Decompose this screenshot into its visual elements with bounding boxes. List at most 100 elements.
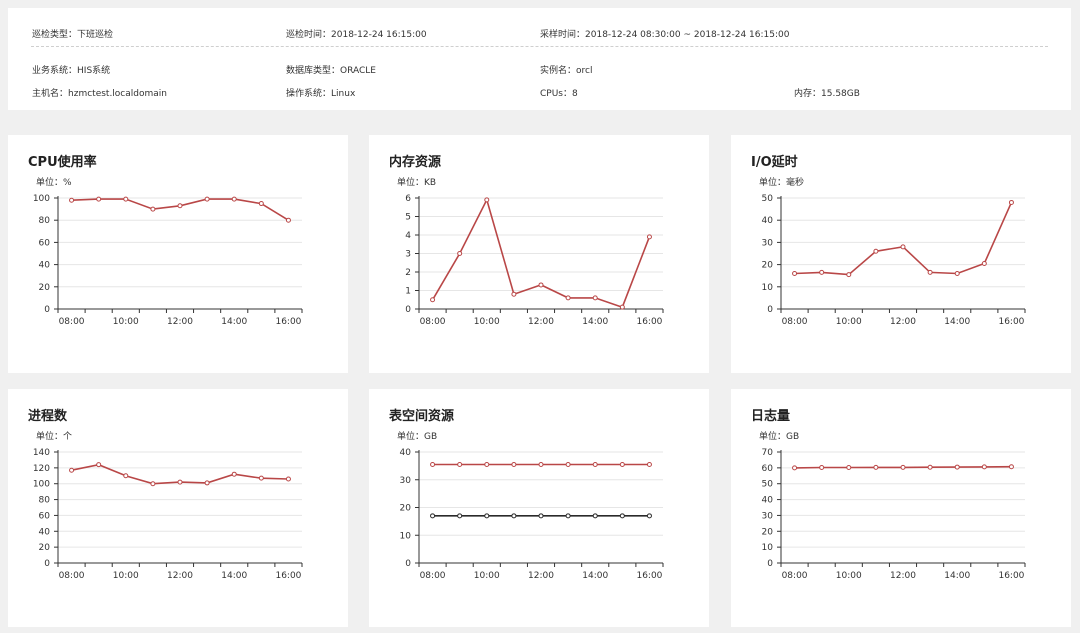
data-point <box>927 464 933 470</box>
y-tick-label: 10 <box>762 543 774 553</box>
x-tick-label: 10:00 <box>836 571 862 581</box>
chart-unit: 单位：KB <box>397 178 437 188</box>
data-point <box>900 244 906 250</box>
memory-size-label: 内存： <box>794 89 822 99</box>
data-point <box>981 464 987 470</box>
data-point <box>592 513 598 519</box>
y-tick-label: 60 <box>39 511 51 521</box>
x-tick-label: 14:00 <box>582 571 608 581</box>
y-tick-label: 5 <box>405 213 411 223</box>
data-point <box>69 467 75 473</box>
x-tick-label: 10:00 <box>474 317 500 327</box>
data-point <box>819 269 825 275</box>
inspection-type: 巡检类型：下班巡检 <box>32 27 113 40</box>
data-point <box>646 513 652 519</box>
chart-title: 进程数 <box>28 409 68 424</box>
instance-name-label: 实例名： <box>540 66 577 76</box>
data-point <box>457 513 463 519</box>
data-point <box>511 291 517 297</box>
y-tick-label: 0 <box>767 305 773 315</box>
inspection-type-label: 巡检类型： <box>32 30 78 40</box>
cpu-count-label: CPUs： <box>540 89 572 99</box>
y-tick-label: 0 <box>44 559 50 569</box>
y-tick-label: 50 <box>762 480 774 490</box>
x-tick-label: 12:00 <box>890 571 916 581</box>
data-point <box>258 201 264 207</box>
data-point <box>846 465 852 471</box>
x-tick-label: 08:00 <box>420 317 446 327</box>
inspection-time-label: 巡检时间： <box>286 30 332 40</box>
inspection-info-panel: 巡检类型：下班巡检 巡检时间：2018-12-24 16:15:00 采样时间：… <box>8 8 1071 110</box>
y-tick-label: 3 <box>405 250 411 260</box>
memory-size-value: 15.58GB <box>821 89 860 99</box>
data-point <box>565 295 571 301</box>
y-tick-label: 60 <box>762 464 774 474</box>
y-tick-label: 80 <box>39 216 51 226</box>
data-point <box>873 464 879 470</box>
log-volume-chart-card: 日志量 单位：GB 0 10 20 30 40 50 60 70 08:00 10:00 12:00… <box>731 389 1071 627</box>
data-point <box>646 461 652 467</box>
cpu-usage-chart-card: CPU使用率 单位：% 0 20 40 60 80 100 08:00 10:00 12:00 1… <box>8 135 348 373</box>
y-tick-label: 70 <box>762 448 774 458</box>
data-point <box>204 480 210 486</box>
x-tick-label: 16:00 <box>998 317 1024 327</box>
data-point <box>457 461 463 467</box>
chart-unit: 单位：毫秒 <box>759 178 805 188</box>
y-tick-label: 30 <box>762 511 774 521</box>
host-name: 主机名：hzmctest.localdomain <box>32 86 167 99</box>
x-tick-label: 08:00 <box>59 317 85 327</box>
data-point <box>511 461 517 467</box>
x-tick-label: 16:00 <box>636 317 662 327</box>
data-point <box>177 479 183 485</box>
data-point <box>592 295 598 301</box>
y-tick-label: 80 <box>39 496 51 506</box>
business-system: 业务系统：HIS系统 <box>32 63 110 76</box>
data-point <box>1008 464 1014 470</box>
inspection-time-value: 2018-12-24 16:15:00 <box>331 30 427 40</box>
y-tick-label: 40 <box>400 448 412 458</box>
info-row-3: 主机名：hzmctest.localdomain 操作系统：Linux CPUs… <box>8 86 1071 102</box>
cpu-count: CPUs：8 <box>540 86 578 99</box>
data-point <box>619 461 625 467</box>
inspection-type-value: 下班巡检 <box>77 30 114 40</box>
data-point <box>69 197 75 203</box>
x-tick-label: 08:00 <box>782 317 808 327</box>
x-tick-label: 14:00 <box>944 571 970 581</box>
y-tick-label: 60 <box>39 238 51 248</box>
sampling-time: 采样时间：2018-12-24 08:30:00 ~ 2018-12-24 16… <box>540 27 789 40</box>
y-tick-label: 40 <box>39 527 51 537</box>
log-volume-chart: 0 10 20 30 40 50 60 70 08:00 10:00 12:00 14:00 16:00 <box>762 448 1026 581</box>
io-latency-chart-card: I/O延时 单位：毫秒 0 10 20 30 40 50 08:00 10:00 12:00 14… <box>731 135 1071 373</box>
io-latency-chart: 0 10 20 30 40 50 08:00 10:00 12:00 14:00 16:00 <box>762 194 1026 327</box>
y-tick-label: 40 <box>762 496 774 506</box>
data-point <box>792 270 798 276</box>
memory-size: 内存：15.58GB <box>794 86 860 99</box>
y-tick-label: 120 <box>33 464 50 474</box>
instance-name-value: orcl <box>576 66 593 76</box>
host-name-label: 主机名： <box>32 89 69 99</box>
data-point <box>484 197 490 203</box>
y-tick-label: 20 <box>39 543 51 553</box>
x-tick-label: 14:00 <box>221 571 247 581</box>
x-tick-label: 16:00 <box>275 571 301 581</box>
data-point <box>819 465 825 471</box>
chart-unit: 单位：GB <box>397 432 438 442</box>
data-point <box>258 475 264 481</box>
host-name-value: hzmctest.localdomain <box>68 89 167 99</box>
data-point <box>204 196 210 202</box>
memory-chart-card: 内存资源 单位：KB 0 1 2 3 4 5 6 08:00 10:00 12:00 14:00 16… <box>369 135 709 373</box>
x-tick-label: 08:00 <box>782 571 808 581</box>
memory-chart: 0 1 2 3 4 5 6 08:00 10:00 12:00 14:00 16:00 <box>405 194 664 327</box>
x-tick-label: 08:00 <box>59 571 85 581</box>
data-point <box>430 513 436 519</box>
data-point <box>900 464 906 470</box>
data-point <box>592 461 598 467</box>
data-point <box>1008 199 1014 205</box>
y-tick-label: 40 <box>762 216 774 226</box>
y-tick-label: 100 <box>33 480 50 490</box>
sampling-time-value: 2018-12-24 08:30:00 ~ 2018-12-24 16:15:0… <box>585 30 790 40</box>
y-tick-label: 10 <box>762 283 774 293</box>
sampling-time-label: 采样时间： <box>540 30 586 40</box>
y-tick-label: 30 <box>400 476 412 486</box>
y-tick-label: 2 <box>405 268 411 278</box>
